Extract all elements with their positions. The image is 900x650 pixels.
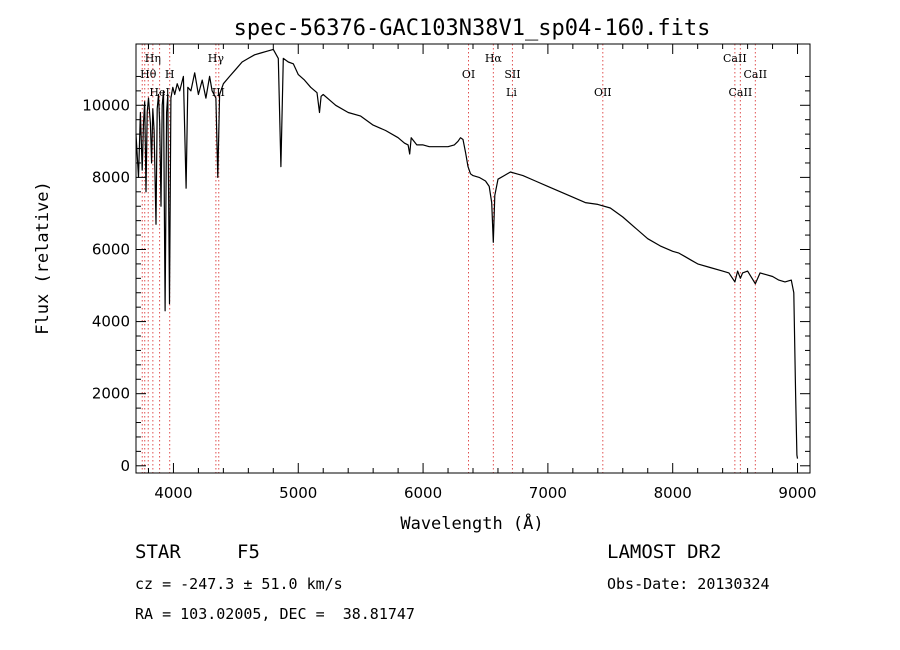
observation-date: Obs-Date: 20130324 [607,575,770,593]
plot-frame [135,43,811,474]
line-label: Li [506,86,517,99]
line-label: Hθ [140,68,157,81]
y-tick-label: 2000 [92,385,130,403]
line-label: Hη [145,52,161,65]
ra-dec-coordinates: RA = 103.02005, DEC = 38.81747 [135,605,415,623]
spectral-line-labels: Hη Hθ H HeI Hγ III Hα OI SII Li OII CaII CaII CaII [140,52,767,99]
x-tick-label: 9000 [778,484,816,502]
line-label: Hγ [208,52,225,65]
line-label: H [165,68,175,81]
line-label: CaII [723,52,747,65]
chart-title: spec-56376-GAC103N38V1_sp04-160.fits [234,16,711,41]
redshift-velocity: cz = -247.3 ± 51.0 km/s [135,575,343,593]
x-tick-label: 4000 [154,484,192,502]
spectrum-plot: spec-56376-GAC103N38V1_sp04-160.fits 400… [33,16,817,534]
x-tick-label: 6000 [404,484,442,502]
line-label: CaII [743,68,767,81]
spectrum-line [135,48,799,459]
x-tick-label: 8000 [654,484,692,502]
x-axis-label: Wavelength (Å) [400,512,543,534]
y-axis-label: Flux (relative) [33,181,53,335]
x-tick-label: 5000 [279,484,317,502]
line-label: III [212,86,225,99]
y-tick-label: 4000 [92,313,130,331]
x-tick-label: 7000 [529,484,567,502]
y-tick-label: 0 [120,457,130,475]
object-type: STAR [135,541,181,563]
y-tick-label: 10000 [82,96,130,114]
spectral-subclass: F5 [237,541,260,563]
line-label: OII [594,86,612,99]
y-tick-label: 6000 [92,240,130,258]
y-tick-label: 8000 [92,168,130,186]
line-label: CaII [729,86,753,99]
line-label: SII [504,68,520,81]
axis-ticks: 4000 5000 6000 7000 8000 9000 0 2000 4000 6000 800… [82,44,817,502]
line-label: OI [462,68,475,81]
survey-name: LAMOST DR2 [607,541,722,563]
line-label: HeI [149,86,169,99]
spectral-line-markers [141,44,756,473]
line-label: Hα [485,52,503,65]
